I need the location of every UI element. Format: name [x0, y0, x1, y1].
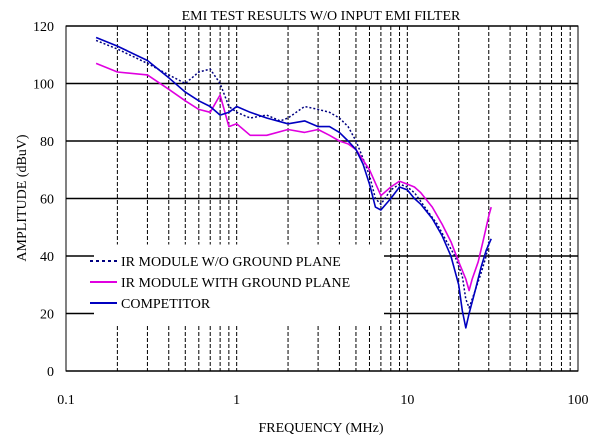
legend: IR MODULE W/O GROUND PLANE IR MODULE WITH…: [90, 244, 384, 326]
y-tick-label: 80: [40, 135, 54, 150]
y-tick-label: 20: [40, 308, 54, 323]
series-line-1: [95, 39, 490, 309]
y-tick-label: 0: [47, 365, 54, 380]
series-line-3: [95, 36, 492, 329]
y-tick-label: 100: [33, 78, 54, 93]
legend-label: COMPETITOR: [121, 297, 211, 312]
series-layer: [95, 36, 492, 329]
chart-title: EMI TEST RESULTS W/O INPUT EMI FILTER: [182, 9, 461, 24]
y-tick-label: 40: [40, 250, 54, 265]
y-axis-label: AMPLITUDE (dBuV): [15, 134, 30, 261]
x-tick-label: 1: [233, 393, 240, 408]
x-axis-label: FREQUENCY (MHz): [258, 421, 383, 436]
x-tick-label: 10: [400, 393, 414, 408]
y-tick-label: 120: [33, 20, 54, 35]
legend-label: IR MODULE WITH GROUND PLANE: [121, 276, 350, 291]
x-tick-label: 100: [568, 393, 589, 408]
y-tick-label: 60: [40, 193, 54, 208]
legend-box: [94, 244, 384, 326]
tick-labels: 0 20 40 60 80 100 120 0.1 1 10 100: [33, 20, 589, 408]
legend-label: IR MODULE W/O GROUND PLANE: [121, 255, 341, 270]
x-tick-label: 0.1: [57, 393, 75, 408]
plot-frame: [65, 25, 579, 372]
